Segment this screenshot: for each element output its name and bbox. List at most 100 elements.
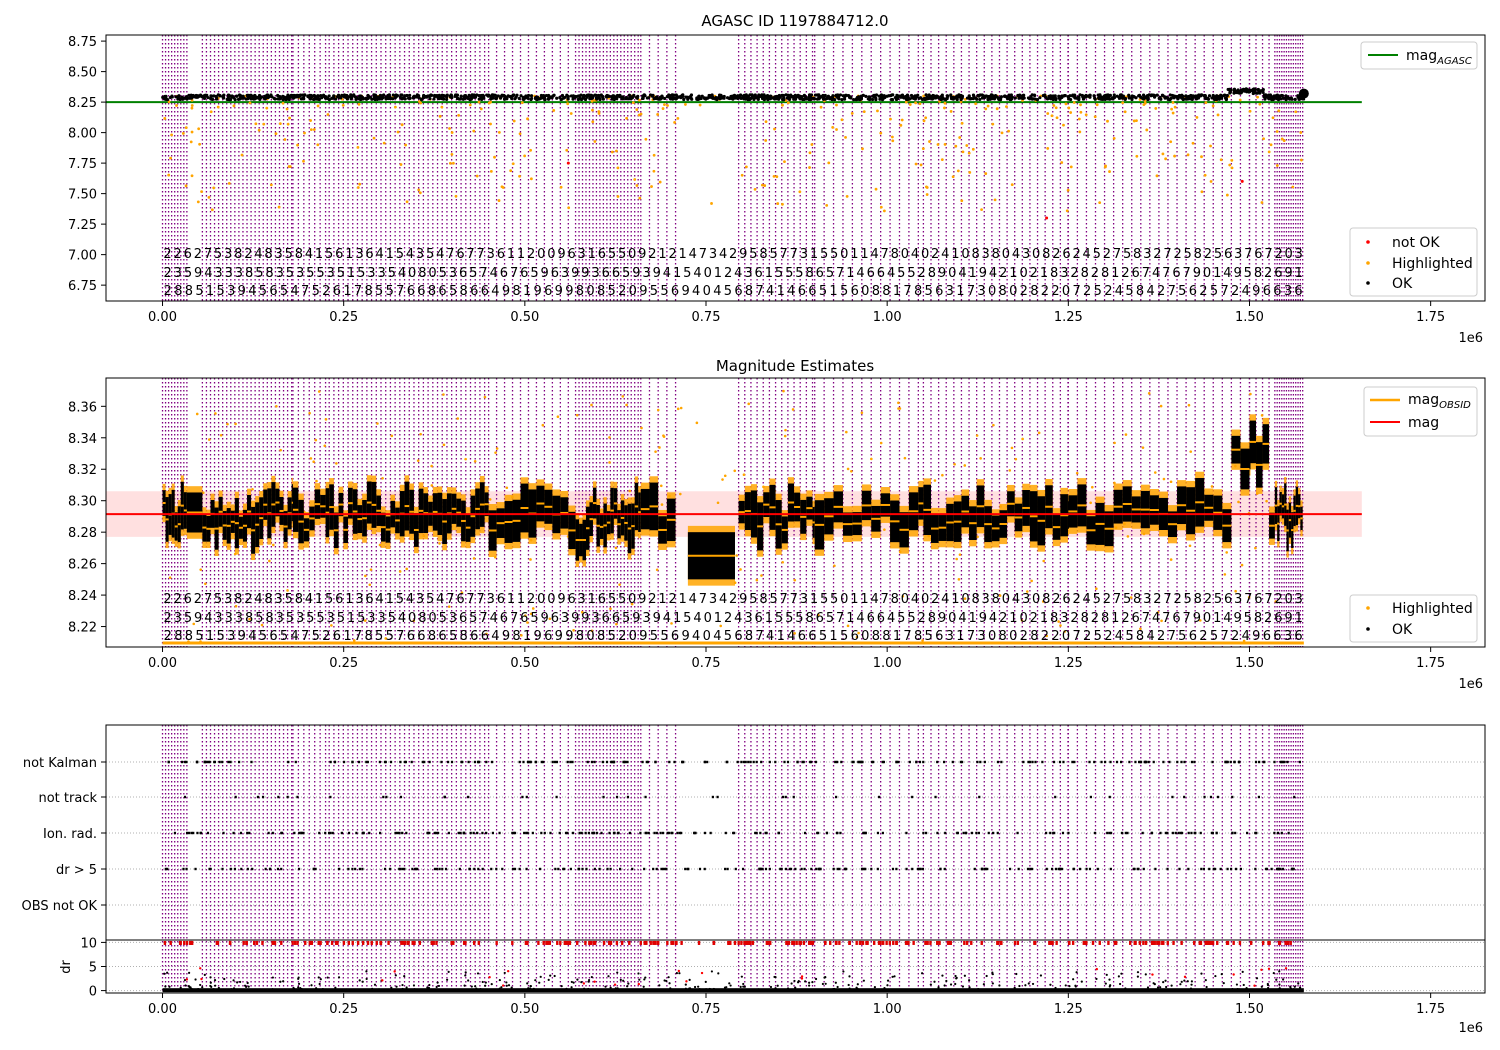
flag-point: [602, 795, 605, 799]
ok-point-1101: [214, 97, 219, 101]
flag-point: [246, 867, 249, 871]
obsid-annotation-char: 7: [1142, 266, 1150, 281]
ok-point-1057: [1093, 97, 1097, 101]
flag-point: [501, 867, 504, 871]
flag-point: [1200, 867, 1203, 871]
flag-point: [354, 867, 357, 871]
ok-point-1483: [227, 93, 231, 98]
highlighted-point-141: [1037, 431, 1041, 435]
obsid-annotation-char: 5: [826, 611, 834, 626]
obsid-annotation-char: 9: [1233, 266, 1241, 281]
obsid-annotation-char: 8: [882, 629, 890, 644]
obsid-annotation-char: 5: [217, 629, 225, 644]
flag-point: [801, 760, 804, 764]
obsid-annotation-char: 3: [800, 247, 808, 262]
obsid-annotation-char: 4: [856, 266, 864, 281]
highlighted-point-118: [762, 485, 765, 489]
highlighted-point-184: [1234, 589, 1237, 593]
ok-point-1297: [314, 96, 319, 101]
obsid-annotation-char: 4: [734, 611, 742, 626]
flag-point: [943, 867, 946, 871]
obsid-annotation-char: 6: [755, 266, 763, 281]
dr-point: [547, 978, 550, 981]
highlighted-point-317: [661, 107, 665, 110]
highlighted-point-193: [468, 103, 472, 107]
flag-point: [1216, 795, 1220, 799]
obsid-annotation-char: 5: [925, 629, 933, 644]
dr-point: [1165, 985, 1168, 989]
flag-point: [976, 760, 979, 764]
obsid-annotation-char: 7: [446, 247, 454, 262]
obsid-annotation-char: 9: [739, 247, 747, 262]
obsid-annotation-char: 7: [301, 629, 309, 644]
ok-point-1208: [437, 93, 441, 97]
obsid-annotation-char: 5: [357, 266, 365, 281]
highlighted-point-280: [565, 148, 569, 152]
highlighted-point-291: [1291, 185, 1295, 189]
ok-point-1098: [672, 93, 676, 97]
obsid-annotation-char: 8: [805, 611, 813, 626]
not-ok-point-0: [566, 161, 570, 165]
obsid-annotation-char: 9: [194, 266, 202, 281]
highlighted-point-167: [747, 402, 751, 406]
obsid-annotation-char: 9: [681, 629, 689, 644]
obsid-annotation-char: 4: [1223, 611, 1231, 626]
flag-point: [237, 760, 241, 764]
obsid-annotation-char: 5: [1178, 284, 1186, 299]
obsid-annotation-char: 5: [1094, 284, 1102, 299]
flag-point: [410, 760, 413, 764]
obsid-annotation-char: 5: [386, 284, 394, 299]
ok-point-1337: [746, 94, 751, 98]
obsid-annotation-char: 1: [1040, 266, 1048, 281]
highlighted-point-251: [316, 104, 320, 108]
highlighted-point-334: [1064, 102, 1068, 106]
obsid-annotation-char: 2: [194, 592, 202, 607]
ok-point-1123: [828, 97, 832, 101]
highlighted-point-6: [999, 505, 1002, 508]
flag-point: [287, 760, 290, 764]
obsid-annotation-char: 9: [541, 611, 549, 626]
flag-point: [1126, 831, 1129, 835]
ok-point-938: [648, 93, 653, 97]
highlighted-point-216: [652, 169, 656, 173]
ok-point-1140: [1137, 93, 1142, 97]
ok-point-1386: [917, 96, 921, 100]
highlighted-point-189: [1188, 544, 1192, 548]
flag-point: [1061, 831, 1065, 835]
obsid-annotation-char: 2: [1204, 247, 1212, 262]
ok-point-1260: [266, 95, 270, 100]
flag-point: [1062, 760, 1065, 764]
flag-point: [703, 831, 707, 835]
ok-point-1108: [688, 94, 693, 99]
obsid-annotation-char: 4: [254, 592, 262, 607]
highlighted-point-101: [835, 103, 838, 107]
highlighted-point-374: [356, 146, 360, 149]
flag-point: [399, 795, 403, 799]
ok-point-1089: [432, 97, 436, 101]
obsid-annotation-char: 9: [1252, 629, 1260, 644]
flag-point: [324, 831, 327, 835]
flag-point: [918, 867, 921, 871]
flag-point: [1183, 795, 1186, 799]
obsid-annotation-char: 0: [629, 629, 637, 644]
flag-point: [786, 760, 790, 764]
obsid-annotation-char: 4: [1083, 247, 1091, 262]
ok-point-1480: [412, 96, 416, 100]
obsid-annotation-char: 7: [780, 592, 788, 607]
ok-point-1131: [263, 97, 267, 101]
flag-point: [403, 867, 406, 871]
highlighted-point-17: [591, 120, 595, 124]
ok-point-1356: [293, 94, 297, 98]
obsid-annotation-char: 9: [638, 247, 646, 262]
ok-point-1076: [494, 97, 498, 101]
flag-point: [724, 831, 727, 835]
highlighted-point-44: [616, 166, 620, 170]
panel1-x-offset-label: 1e6: [1458, 331, 1483, 346]
highlighted-point-196: [212, 186, 216, 190]
flag-point: [378, 760, 381, 764]
flag-point: [571, 831, 575, 835]
highlighted-point-230: [610, 150, 614, 154]
highlighted-point-50: [1030, 579, 1033, 583]
flag-point: [1138, 760, 1141, 764]
highlighted-point-346: [940, 158, 944, 162]
